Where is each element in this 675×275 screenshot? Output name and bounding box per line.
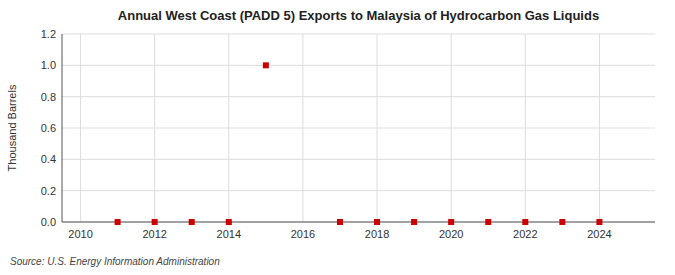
x-tick-label: 2014 bbox=[217, 228, 241, 240]
point bbox=[448, 219, 454, 225]
point bbox=[522, 219, 528, 225]
title: Annual West Coast (PADD 5) Exports to Ma… bbox=[118, 8, 599, 23]
point bbox=[411, 219, 417, 225]
y-tick-label: 0.2 bbox=[41, 185, 56, 197]
x-tick-label: 2022 bbox=[513, 228, 537, 240]
x-grid-line bbox=[80, 34, 81, 222]
x-tick-label: 2018 bbox=[365, 228, 389, 240]
x-grid-line bbox=[302, 34, 303, 222]
y-grid-line bbox=[62, 222, 655, 223]
y-tick-label: 0.6 bbox=[41, 122, 56, 134]
y-tick-label: 1.2 bbox=[41, 28, 56, 40]
point bbox=[115, 219, 121, 225]
point bbox=[374, 219, 380, 225]
y-axis-line bbox=[62, 34, 63, 222]
x-grid-line bbox=[599, 34, 600, 222]
y-tick-label: 0.8 bbox=[41, 91, 56, 103]
point bbox=[485, 219, 491, 225]
point bbox=[337, 219, 343, 225]
x-grid-line bbox=[451, 34, 452, 222]
point bbox=[596, 219, 602, 225]
x-grid-line bbox=[154, 34, 155, 222]
x-tick-label: 2016 bbox=[291, 228, 315, 240]
x-axis-line bbox=[62, 222, 655, 223]
x-grid-line bbox=[228, 34, 229, 222]
points bbox=[115, 62, 603, 225]
y-grid-line bbox=[62, 159, 655, 160]
y-tick-label: 0.0 bbox=[41, 216, 56, 228]
x-tick-label: 2020 bbox=[439, 228, 463, 240]
point bbox=[559, 219, 565, 225]
y-grid-line bbox=[62, 128, 655, 129]
x-tick-label: 2012 bbox=[142, 228, 166, 240]
y-grid-line bbox=[62, 34, 655, 35]
chart-container: 0.0 0.2 0.4 0.6 0.8 1.0 1.2 2010 2012 2014 2016 201… bbox=[0, 0, 675, 275]
point bbox=[226, 219, 232, 225]
x-tick-label: 2010 bbox=[68, 228, 92, 240]
grid bbox=[62, 34, 655, 222]
y-grid-line bbox=[62, 96, 655, 97]
point bbox=[263, 62, 269, 68]
y-grid-line bbox=[62, 190, 655, 191]
x-tick-label: 2024 bbox=[587, 228, 611, 240]
x-grid-line bbox=[525, 34, 526, 222]
y-grid-line bbox=[62, 65, 655, 66]
chart: 0.0 0.2 0.4 0.6 0.8 1.0 1.2 2010 2012 2014 2016 201… bbox=[0, 0, 675, 275]
source-note: Source: U.S. Energy Information Administ… bbox=[10, 256, 220, 267]
y-axis-label: Thousand Barrels bbox=[6, 84, 18, 171]
x-grid-line bbox=[377, 34, 378, 222]
y-tick-label: 0.4 bbox=[41, 153, 56, 165]
y-tick-label: 1.0 bbox=[41, 59, 56, 71]
point bbox=[152, 219, 158, 225]
point bbox=[189, 219, 195, 225]
